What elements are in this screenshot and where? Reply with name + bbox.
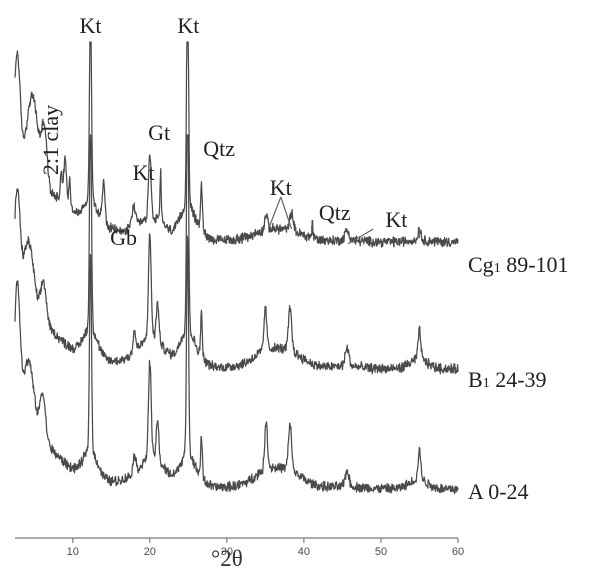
sample-labels: Cg1 89-101 B1 24-39 A 0-24 bbox=[468, 252, 569, 504]
annotation-kt-1: Kt bbox=[80, 13, 102, 38]
annotation-qtz-4: Qtz bbox=[203, 136, 235, 161]
sample-label-1: B1 24-39 bbox=[468, 367, 547, 392]
sample-label-0: Cg1 89-101 bbox=[468, 252, 569, 277]
annotation-labels: 2:1 clay Kt Kt Gt Qtz Kt Gb Kt Qtz Kt bbox=[38, 13, 421, 250]
annotation-2-1-clay-0: 2:1 clay bbox=[38, 105, 63, 175]
traces-group bbox=[14, 41, 459, 495]
leader-line-2 bbox=[347, 228, 374, 245]
annotation-kt-2: Kt bbox=[177, 13, 199, 38]
annotation-gt-3: Gt bbox=[148, 120, 170, 145]
annotation-kt-7: Kt bbox=[270, 175, 292, 200]
x-tick-label-60: 60 bbox=[452, 546, 464, 558]
series-line-cg-89-101 bbox=[14, 41, 459, 248]
annotation-gb-6: Gb bbox=[110, 225, 137, 250]
annotation-kt-9: Kt bbox=[385, 207, 407, 232]
annotation-kt-5: Kt bbox=[133, 160, 155, 185]
series-line-b-24-39 bbox=[14, 134, 459, 375]
leader-line-0 bbox=[267, 196, 282, 230]
sample-label-2: A 0-24 bbox=[468, 479, 529, 504]
annotation-qtz-8: Qtz bbox=[319, 200, 351, 225]
x-axis: 10 20 30 40 50 60 °2θ bbox=[15, 537, 464, 568]
x-tick-label-20: 20 bbox=[144, 546, 156, 558]
x-tick-label-40: 40 bbox=[298, 546, 310, 558]
x-tick-label-10: 10 bbox=[67, 546, 79, 558]
series-line-a-0-24 bbox=[14, 235, 459, 495]
leader-line-1 bbox=[280, 196, 293, 230]
x-tick-label-30: 30 bbox=[221, 546, 233, 558]
x-axis-title: °2θ bbox=[211, 546, 243, 568]
x-tick-label-50: 50 bbox=[375, 546, 387, 558]
